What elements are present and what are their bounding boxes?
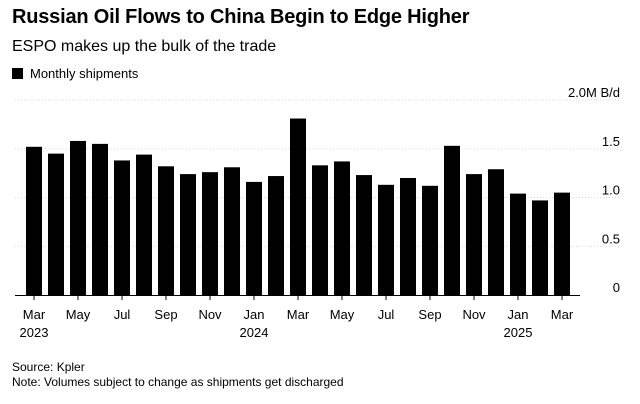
bar xyxy=(26,146,42,295)
footnote: Note: Volumes subject to change as shipm… xyxy=(12,375,344,389)
bar xyxy=(224,167,240,295)
x-tick-label: May xyxy=(66,307,91,322)
x-tick-label: Mar xyxy=(551,307,574,322)
legend-label: Monthly shipments xyxy=(30,66,139,81)
legend-swatch xyxy=(12,68,23,79)
y-tick-label: 1.0 xyxy=(602,183,620,198)
bar xyxy=(268,176,284,295)
x-tick-label: Sep xyxy=(154,307,177,322)
bar xyxy=(70,140,86,295)
bar xyxy=(114,160,130,295)
x-tick-label: Sep xyxy=(418,307,441,322)
bar xyxy=(48,153,64,295)
chart-title: Russian Oil Flows to China Begin to Edge… xyxy=(12,6,470,28)
bar-chart: 0 0.5 1.0 1.5 2.0M B/d Mar 2023 May Jul Sep Nov Jan… xyxy=(15,85,620,340)
bar xyxy=(422,185,438,295)
y-tick-label: 2.0M B/d xyxy=(568,85,620,100)
x-tick-year-label: 2024 xyxy=(240,325,269,340)
bar xyxy=(488,169,504,295)
x-tick-label: May xyxy=(330,307,355,322)
x-tick-label: Mar xyxy=(287,307,310,322)
x-tick-label: Jan xyxy=(244,307,265,322)
bar xyxy=(378,184,394,295)
bar xyxy=(202,172,218,295)
bar xyxy=(290,118,306,296)
bar xyxy=(554,192,570,295)
bar xyxy=(444,145,460,295)
bar xyxy=(92,143,108,295)
y-tick-label: 0.5 xyxy=(602,231,620,246)
x-tick-label: Nov xyxy=(198,307,222,322)
x-tick-label: Jul xyxy=(378,307,395,322)
bar xyxy=(246,181,262,295)
x-tick-year-label: 2023 xyxy=(20,325,49,340)
bar xyxy=(510,193,526,295)
y-tick-label: 0 xyxy=(613,280,620,295)
x-tick-label: Jul xyxy=(114,307,131,322)
x-tick-label: Jan xyxy=(508,307,529,322)
bar xyxy=(334,161,350,295)
legend: Monthly shipments xyxy=(12,66,138,81)
bar xyxy=(466,174,482,295)
bar xyxy=(312,165,328,295)
source-note: Source: Kpler xyxy=(12,360,85,374)
bar xyxy=(356,175,372,295)
bar xyxy=(180,174,196,295)
bar xyxy=(136,154,152,295)
x-tick-label: Mar xyxy=(23,307,46,322)
bar xyxy=(400,178,416,295)
chart-subtitle: ESPO makes up the bulk of the trade xyxy=(12,38,277,55)
bar xyxy=(158,166,174,295)
x-tick-year-label: 2025 xyxy=(504,325,533,340)
y-tick-label: 1.5 xyxy=(602,134,620,149)
bar xyxy=(532,200,548,295)
x-tick-label: Nov xyxy=(462,307,486,322)
